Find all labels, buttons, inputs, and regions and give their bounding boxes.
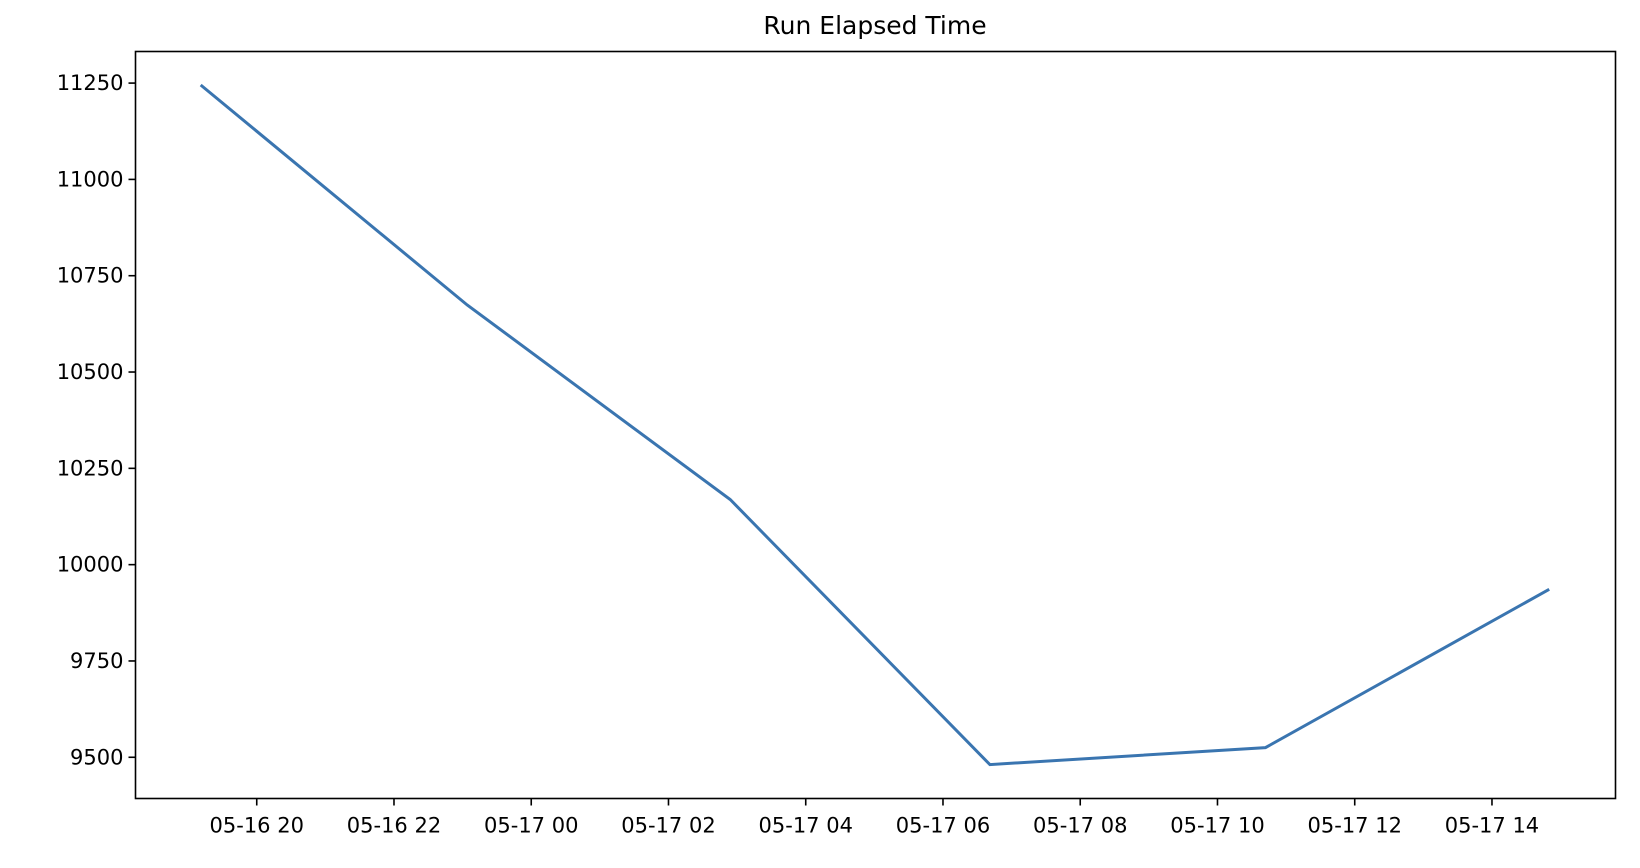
- x-tick-label: 05-17 04: [759, 814, 853, 838]
- y-tick-label: 10750: [57, 264, 124, 288]
- y-tick-label: 10250: [57, 456, 124, 480]
- x-tick-label: 05-17 02: [621, 814, 715, 838]
- y-tick-label: 10000: [57, 553, 124, 577]
- x-tick-label: 05-17 06: [896, 814, 990, 838]
- x-tick-label: 05-17 08: [1033, 814, 1127, 838]
- x-tick-label: 05-17 14: [1445, 814, 1539, 838]
- x-tick-label: 05-17 12: [1308, 814, 1402, 838]
- plot-frame: [134, 50, 1617, 800]
- y-tick-label: 11000: [57, 167, 124, 191]
- x-tick-label: 05-16 20: [210, 814, 304, 838]
- y-tick-label: 9750: [70, 649, 123, 673]
- x-tick-label: 05-17 00: [484, 814, 578, 838]
- chart-title: Run Elapsed Time: [763, 11, 986, 40]
- y-tick-label: 9500: [70, 745, 123, 769]
- x-tick-label: 05-17 10: [1170, 814, 1264, 838]
- y-tick-label: 10500: [57, 360, 124, 384]
- x-tick-label: 05-16 22: [347, 814, 441, 838]
- series-line: [199, 83, 1550, 767]
- y-tick-label: 11250: [57, 71, 124, 95]
